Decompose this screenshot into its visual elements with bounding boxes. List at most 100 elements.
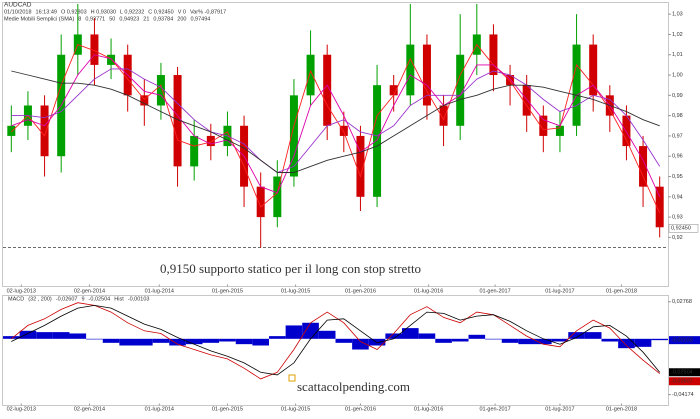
header-text: L 0,92232	[120, 9, 144, 15]
watermark-icon	[288, 374, 296, 382]
support-label: 0,9150 supporto statico per il long con …	[160, 261, 421, 276]
hist-bar	[518, 338, 535, 345]
y-tick-label: 1,03	[672, 12, 683, 18]
last-value-label: -0,02607	[671, 379, 693, 385]
last-value-box	[669, 336, 700, 345]
y-tick-label: 0,97	[672, 133, 683, 139]
header-text: 9	[81, 296, 84, 302]
header-text: O 0,92803	[61, 9, 87, 15]
x-tick-label: 01-lug-2016	[414, 406, 443, 412]
candle-body	[256, 186, 265, 218]
header-text: H 0,93030	[91, 9, 116, 15]
hist-bar	[418, 333, 436, 339]
hist-bar	[3, 336, 20, 339]
macd-line	[11, 304, 661, 376]
candle-body	[622, 115, 631, 147]
header-text: 0,93771	[85, 16, 105, 22]
candle-body	[40, 105, 49, 157]
candle-body	[373, 85, 382, 197]
hist-bar	[169, 338, 186, 346]
chart-title: AUDCAD	[4, 2, 32, 9]
hist-bar	[501, 338, 519, 343]
x-tick-label: 02-lug-2013	[7, 406, 36, 412]
hist-bar	[402, 328, 419, 339]
candle-body	[506, 75, 515, 86]
header-text: 8	[78, 16, 81, 22]
hist-bar	[252, 338, 269, 346]
header-text: 0,94923	[119, 16, 139, 22]
x-tick-label: 01-gen-2016	[345, 406, 376, 412]
candle-body	[190, 135, 199, 167]
candle-body	[339, 125, 348, 136]
y-tick-label: 1,00	[672, 72, 683, 78]
x-tick-label: 01-gen-2018	[606, 406, 637, 412]
hist-bar	[451, 338, 469, 342]
y-tick-label: 0,02768	[672, 299, 692, 305]
candle-body	[439, 105, 448, 126]
x-tick-label: 01-lug-2017	[545, 406, 574, 412]
y-tick-label: 0,99	[672, 93, 683, 99]
candle-body	[323, 54, 332, 126]
header-text: -0,02504	[89, 296, 111, 302]
hist-bar	[119, 338, 136, 346]
hist-bar	[235, 338, 253, 345]
header-text: 200	[177, 16, 186, 22]
hist-bar	[185, 338, 203, 345]
hist-bar	[568, 332, 585, 339]
hist-bar	[335, 338, 353, 343]
header-text: 21	[143, 16, 149, 22]
y-tick-label: 0,92	[672, 235, 683, 241]
header-text: -0,02607	[56, 296, 78, 302]
header-text: Medie Mobili Semplici (SMA)	[4, 16, 74, 22]
macd-line	[11, 302, 660, 380]
hist-bar	[19, 330, 37, 339]
y-tick-label: 1,02	[672, 32, 683, 38]
hist-bar	[152, 338, 170, 343]
hist-bar	[269, 336, 286, 339]
x-tick-label: 01-lug-2017	[545, 288, 574, 294]
hist-bar	[86, 338, 103, 340]
x-tick-label: 01-gen-2016	[345, 288, 376, 294]
hist-bar	[385, 333, 402, 339]
candle-body	[589, 44, 598, 96]
hist-bar	[318, 330, 336, 339]
hist-bar	[618, 338, 635, 349]
candle-body	[539, 115, 548, 136]
candle-body	[522, 85, 531, 116]
hist-bar	[69, 333, 87, 339]
sma-line	[11, 68, 661, 174]
header-text: V 0	[178, 9, 186, 15]
hist-bar	[102, 338, 120, 343]
sma-line	[11, 70, 660, 173]
header-text: C 0,92450	[148, 9, 173, 15]
hist-bar	[352, 338, 369, 350]
y-tick-label: 0,98	[672, 113, 683, 119]
last-value-box	[669, 377, 700, 386]
candle-body	[422, 44, 431, 106]
last-value-label: -0,00103	[671, 338, 693, 344]
candle-body	[406, 44, 415, 96]
candle-body	[572, 44, 581, 126]
candle-body	[173, 75, 182, 167]
x-tick-label: 01-lug-2015	[281, 406, 310, 412]
header-text: -0,00103	[128, 296, 150, 302]
last-price-label: 0,92450	[671, 226, 691, 232]
hist-bar	[285, 325, 303, 339]
header-text: Var% -0,87917	[190, 9, 226, 15]
hist-bar	[202, 338, 220, 343]
candle-body	[7, 125, 16, 136]
y-tick-label: 1,01	[672, 52, 683, 58]
x-tick-label: 01-gen-2018	[606, 288, 637, 294]
header-text: (32 , 200)	[28, 296, 52, 302]
macd-frame	[2, 295, 669, 406]
y-tick-label: -0,04174	[672, 392, 694, 398]
hist-bar	[36, 332, 53, 339]
candle-body	[489, 34, 498, 76]
header-text: 01/10/2018	[4, 9, 32, 15]
candle-body	[306, 54, 315, 96]
header-text: 16:13:49	[36, 9, 57, 15]
hist-bar	[468, 334, 486, 339]
y-tick-label: 0,96	[672, 154, 683, 160]
candle-body	[389, 85, 398, 96]
